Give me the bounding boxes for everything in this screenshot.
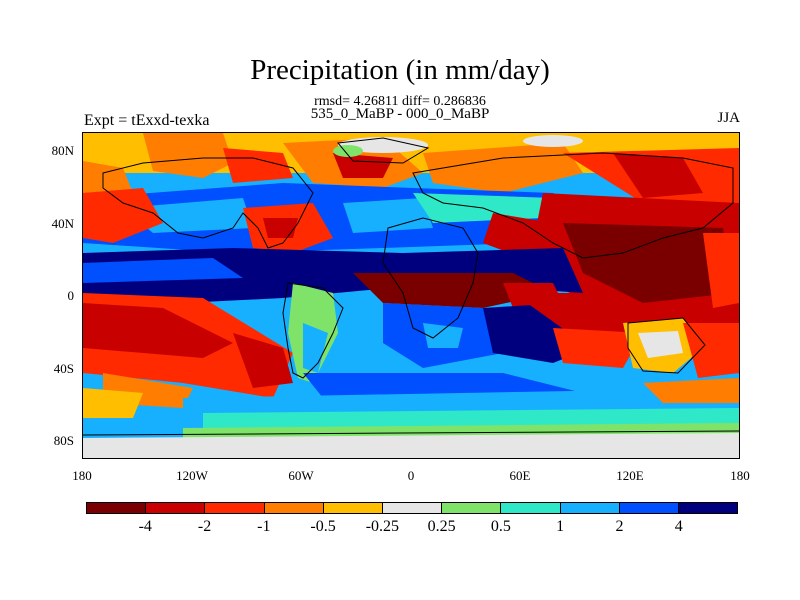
colorbar-label: -1 — [257, 518, 271, 535]
colorbar-swatch — [205, 503, 265, 513]
lat-label-40n: 40N — [51, 216, 74, 231]
lat-label-0: 0 — [67, 288, 75, 303]
experiment-label: Expt = tExxd-texka — [84, 112, 210, 129]
lon-label-0: 0 — [407, 468, 415, 483]
stats-line: rmsd= 4.26811 diff= 0.286836 — [314, 94, 486, 109]
season-label: JJA — [717, 110, 740, 126]
colorbar-swatch — [382, 503, 443, 513]
lat-label-80s: 80S — [53, 433, 74, 448]
colorbar-swatch — [264, 503, 324, 513]
colorbar-swatch — [323, 503, 383, 513]
lon-label-180e: 180 — [730, 468, 750, 483]
colorbar-label: 1 — [556, 518, 565, 535]
colorbar-swatch — [678, 503, 738, 513]
comparison-label: 535_0_MaBP - 000_0_MaBP — [310, 106, 490, 122]
colorbar-label: -0.25 — [365, 518, 400, 535]
colorbar-swatch — [87, 503, 147, 513]
lon-label-60w: 60W — [288, 468, 314, 483]
colorbar-label: -0.5 — [310, 518, 336, 535]
colorbar-label: 2 — [615, 518, 624, 535]
map-field — [83, 133, 739, 458]
colorbar-label: -2 — [197, 518, 212, 535]
plot-title: Precipitation (in mm/day) — [250, 54, 550, 86]
colorbar-label: 0.5 — [490, 518, 511, 535]
lat-label-80n: 80N — [51, 143, 74, 158]
colorbar-swatch — [146, 503, 206, 513]
lat-label-40s: 40S — [53, 361, 74, 376]
lon-label-60e: 60E — [509, 468, 531, 483]
colorbar-swatch — [560, 503, 620, 513]
colorbar-label: 4 — [674, 518, 683, 535]
colorbar-swatch — [442, 503, 502, 513]
colorbar-swatch — [619, 503, 679, 513]
lon-label-120e: 120E — [616, 468, 644, 483]
lon-label-120w: 120W — [176, 468, 208, 483]
precipitation-map — [82, 132, 740, 459]
colorbar-swatch — [501, 503, 561, 513]
lon-label-180w: 180 — [72, 468, 92, 483]
colorbar-label: 0.25 — [427, 518, 456, 535]
colorbar — [86, 502, 738, 514]
colorbar-label: -4 — [138, 518, 152, 535]
